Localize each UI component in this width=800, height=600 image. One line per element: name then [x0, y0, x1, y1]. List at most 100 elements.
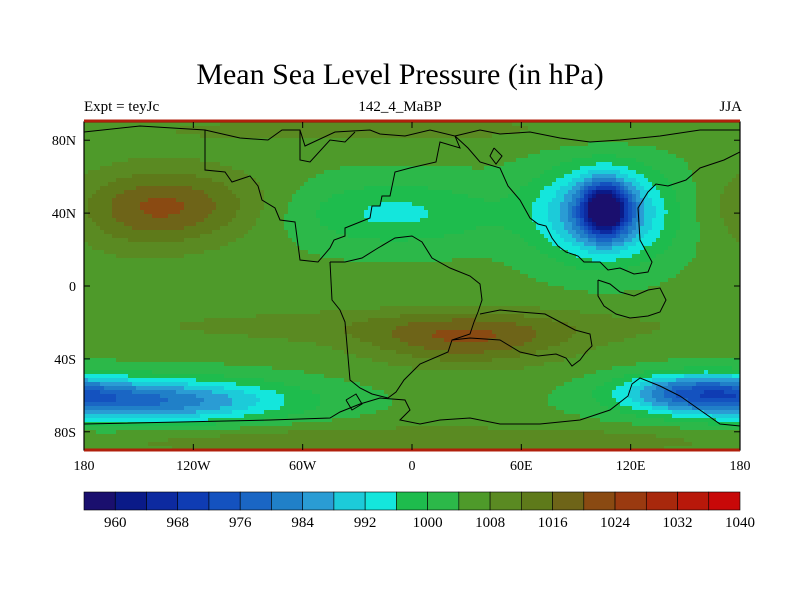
field-cell — [112, 214, 117, 219]
field-cell — [396, 170, 401, 175]
field-cell — [344, 130, 349, 135]
field-cell — [356, 158, 361, 163]
field-cell — [700, 154, 705, 159]
field-cell — [328, 198, 333, 203]
field-cell — [376, 126, 381, 131]
field-cell — [512, 150, 517, 155]
field-cell — [580, 138, 585, 143]
field-cell — [252, 150, 257, 155]
field-cell — [304, 174, 309, 179]
field-cell — [424, 182, 429, 187]
field-cell — [592, 238, 597, 243]
field-cell — [724, 230, 729, 235]
field-cell — [412, 158, 417, 163]
field-cell — [700, 234, 705, 239]
field-cell — [268, 138, 273, 143]
field-cell — [436, 174, 441, 179]
field-cell — [304, 230, 309, 235]
field-cell — [308, 142, 313, 147]
field-cell — [128, 126, 133, 131]
field-cell — [120, 190, 125, 195]
field-cell — [328, 146, 333, 151]
field-cell — [608, 142, 613, 147]
field-cell — [508, 130, 513, 135]
field-cell — [264, 202, 269, 207]
field-cell — [572, 226, 577, 231]
field-cell — [240, 214, 245, 219]
field-cell — [216, 178, 221, 183]
field-cell — [440, 226, 445, 231]
field-cell — [504, 198, 509, 203]
field-cell — [624, 138, 629, 143]
field-cell — [636, 198, 641, 203]
field-cell — [496, 134, 501, 139]
field-cell — [420, 178, 425, 183]
field-cell — [668, 170, 673, 175]
field-cell — [92, 182, 97, 187]
field-cell — [292, 210, 297, 215]
field-cell — [332, 174, 337, 179]
field-cell — [220, 194, 225, 199]
field-cell — [224, 122, 229, 127]
field-cell — [324, 170, 329, 175]
field-cell — [168, 186, 173, 191]
field-cell — [112, 222, 117, 227]
field-cell — [220, 138, 225, 143]
field-cell — [408, 122, 413, 127]
field-cell — [388, 154, 393, 159]
field-cell — [692, 138, 697, 143]
field-cell — [508, 238, 513, 243]
field-cell — [348, 218, 353, 223]
field-cell — [108, 162, 113, 167]
field-cell — [100, 158, 105, 163]
field-cell — [420, 134, 425, 139]
field-cell — [712, 154, 717, 159]
field-cell — [140, 150, 145, 155]
field-cell — [612, 158, 617, 163]
field-cell — [516, 206, 521, 211]
field-cell — [392, 222, 397, 227]
field-cell — [636, 226, 641, 231]
field-cell — [196, 222, 201, 227]
field-cell — [108, 182, 113, 187]
field-cell — [360, 222, 365, 227]
field-cell — [424, 222, 429, 227]
field-cell — [144, 146, 149, 151]
field-cell — [348, 202, 353, 207]
field-cell — [320, 122, 325, 127]
field-cell — [432, 206, 437, 211]
field-cell — [488, 202, 493, 207]
field-cell — [300, 186, 305, 191]
field-cell — [364, 170, 369, 175]
field-cell — [108, 178, 113, 183]
field-cell — [656, 154, 661, 159]
field-cell — [532, 222, 537, 227]
field-cell — [504, 130, 509, 135]
field-cell — [272, 174, 277, 179]
field-cell — [724, 210, 729, 215]
field-cell — [172, 218, 177, 223]
field-cell — [712, 218, 717, 223]
field-cell — [196, 154, 201, 159]
field-cell — [400, 126, 405, 131]
field-cell — [160, 202, 165, 207]
field-cell — [504, 178, 509, 183]
field-cell — [548, 126, 553, 131]
field-cell — [568, 218, 573, 223]
field-cell — [552, 150, 557, 155]
field-cell — [640, 194, 645, 199]
field-cell — [132, 158, 137, 163]
field-cell — [556, 166, 561, 171]
field-cell — [244, 238, 249, 243]
field-cell — [736, 230, 741, 235]
field-cell — [96, 138, 101, 143]
field-cell — [116, 146, 121, 151]
field-cell — [552, 158, 557, 163]
field-cell — [508, 182, 513, 187]
field-cell — [556, 230, 561, 235]
field-cell — [232, 238, 237, 243]
field-cell — [136, 142, 141, 147]
field-cell — [724, 162, 729, 167]
field-cell — [652, 218, 657, 223]
field-cell — [656, 194, 661, 199]
